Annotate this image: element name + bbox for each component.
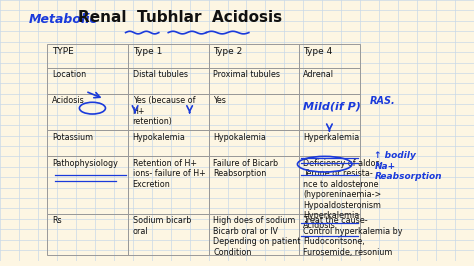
- Text: Type 1: Type 1: [133, 47, 162, 56]
- Text: RAS.: RAS.: [370, 97, 395, 106]
- Text: Retention of H+
ions- failure of H+
Excretion: Retention of H+ ions- failure of H+ Excr…: [133, 159, 205, 189]
- Text: Metabolic: Metabolic: [28, 13, 97, 26]
- Bar: [299, 156, 360, 214]
- Text: Proximal tubules: Proximal tubules: [213, 70, 280, 79]
- Text: Type 2: Type 2: [213, 47, 243, 56]
- Text: Hypokalemia: Hypokalemia: [133, 133, 186, 142]
- Bar: [299, 214, 360, 255]
- Bar: [128, 68, 209, 94]
- Text: Hypokalemia: Hypokalemia: [213, 133, 266, 142]
- Text: Mild(if P): Mild(if P): [303, 102, 361, 112]
- Bar: [209, 68, 299, 94]
- Bar: [299, 44, 360, 68]
- Text: High does of sodium
Bicarb oral or IV
Depending on patient
Condition: High does of sodium Bicarb oral or IV De…: [213, 216, 301, 256]
- Bar: [128, 214, 209, 255]
- Text: Pathophysiology: Pathophysiology: [52, 159, 118, 168]
- Text: Type 4: Type 4: [303, 47, 333, 56]
- Bar: [47, 156, 128, 214]
- Bar: [299, 68, 360, 94]
- Bar: [299, 94, 360, 130]
- Text: Renal  Tubhlar  Acidosis: Renal Tubhlar Acidosis: [78, 10, 282, 26]
- Bar: [209, 44, 299, 68]
- Text: Potassium: Potassium: [52, 133, 93, 142]
- Text: Deficiency of aldos-
Terone or resista-
nce to aldosterone
(hyporeninaemia->
Hyp: Deficiency of aldos- Terone or resista- …: [303, 159, 383, 230]
- Bar: [128, 44, 209, 68]
- Text: ↑ bodily
Na+
Reabsorption: ↑ bodily Na+ Reabsorption: [374, 151, 442, 181]
- Bar: [209, 94, 299, 130]
- Bar: [209, 130, 299, 156]
- Text: Acidosis: Acidosis: [52, 97, 85, 105]
- Bar: [47, 68, 128, 94]
- Bar: [47, 214, 128, 255]
- Bar: [128, 156, 209, 214]
- Text: Hyperkalemia: Hyperkalemia: [303, 133, 360, 142]
- Bar: [209, 214, 299, 255]
- Text: Treat the cause-
Control hyperkalemia by
Fludocoritsone,
Furosemide, resonium: Treat the cause- Control hyperkalemia by…: [303, 216, 403, 256]
- Text: Failure of Bicarb
Reabsorption: Failure of Bicarb Reabsorption: [213, 159, 278, 178]
- Text: Rs: Rs: [52, 216, 62, 225]
- Bar: [47, 130, 128, 156]
- Bar: [128, 94, 209, 130]
- Bar: [299, 130, 360, 156]
- Text: Location: Location: [52, 70, 86, 79]
- Text: Yes: Yes: [213, 97, 226, 105]
- Bar: [209, 156, 299, 214]
- Text: TYPE: TYPE: [52, 47, 74, 56]
- Bar: [128, 130, 209, 156]
- Text: Sodium bicarb
oral: Sodium bicarb oral: [133, 216, 191, 236]
- Text: Distal tubules: Distal tubules: [133, 70, 188, 79]
- Bar: [47, 94, 128, 130]
- Text: Adrenal: Adrenal: [303, 70, 334, 79]
- Bar: [47, 44, 128, 68]
- Text: Yes (because of
H+
retention): Yes (because of H+ retention): [133, 97, 195, 126]
